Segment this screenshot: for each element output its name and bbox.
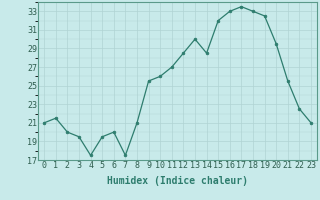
X-axis label: Humidex (Indice chaleur): Humidex (Indice chaleur)	[107, 176, 248, 186]
